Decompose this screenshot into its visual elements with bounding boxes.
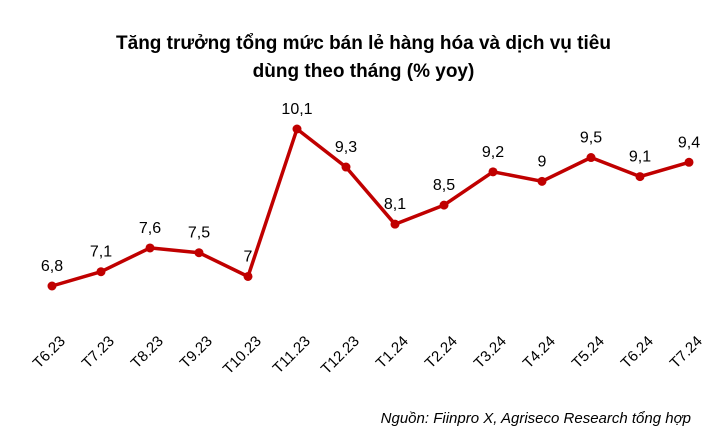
data-label-T4.24: 9 — [538, 153, 547, 170]
data-label-T3.24: 9,2 — [482, 144, 504, 161]
data-label-T10.23: 7 — [244, 248, 253, 265]
data-point-T7.23 — [96, 267, 106, 277]
data-point-T7.24 — [684, 157, 694, 167]
data-label-T8.23: 7,6 — [139, 220, 161, 237]
x-tick-label-T5.24: T5.24 — [569, 333, 608, 372]
x-tick-label-T10.23: T10.23 — [220, 333, 265, 378]
x-tick-label-T7.24: T7.24 — [667, 333, 706, 372]
data-label-T6.24: 9,1 — [629, 149, 651, 166]
source-note: Nguồn: Fiinpro X, Agriseco Research tổng… — [380, 410, 691, 427]
x-tick-label-T9.23: T9.23 — [177, 333, 216, 372]
data-point-T9.23 — [194, 248, 204, 258]
data-point-T6.23 — [47, 281, 57, 291]
chart-title-line-1: Tăng trưởng tổng mức bán lẻ hàng hóa và … — [116, 33, 611, 54]
data-point-T2.24 — [439, 200, 449, 210]
chart-title-line-2: dùng theo tháng (% yoy) — [252, 61, 475, 82]
data-point-T5.24 — [586, 153, 596, 163]
x-tick-label-T11.23: T11.23 — [270, 333, 314, 377]
data-point-T6.24 — [635, 172, 645, 182]
data-label-T2.24: 8,5 — [433, 177, 455, 194]
data-point-T10.23 — [243, 271, 253, 281]
data-label-T6.23: 6,8 — [41, 258, 63, 275]
x-tick-label-T6.24: T6.24 — [618, 333, 657, 372]
x-tick-label-T6.23: T6.23 — [30, 333, 69, 372]
series-line — [50, 127, 691, 288]
data-point-T12.23 — [341, 162, 351, 172]
data-point-T8.23 — [145, 243, 155, 253]
data-label-T11.23: 10,1 — [281, 101, 312, 118]
chart-title: Tăng trưởng tổng mức bán lẻ hàng hóa và … — [0, 30, 727, 86]
x-tick-label-T12.23: T12.23 — [318, 333, 363, 378]
x-tick-label-T2.24: T2.24 — [422, 333, 461, 372]
data-point-T1.24 — [390, 219, 400, 229]
data-label-T9.23: 7,5 — [188, 225, 210, 242]
x-tick-label-T1.24: T1.24 — [373, 333, 412, 372]
data-label-T7.24: 9,4 — [678, 134, 700, 151]
data-label-T12.23: 9,3 — [335, 139, 357, 156]
x-tick-label-T4.24: T4.24 — [520, 333, 559, 372]
data-label-T1.24: 8,1 — [384, 196, 406, 213]
x-tick-label-T3.24: T3.24 — [471, 333, 510, 372]
x-tick-label-T8.23: T8.23 — [128, 333, 167, 372]
data-label-T5.24: 9,5 — [580, 130, 602, 147]
data-label-T7.23: 7,1 — [90, 244, 112, 261]
data-point-T3.24 — [488, 167, 498, 177]
x-tick-label-T7.23: T7.23 — [79, 333, 118, 372]
data-point-T11.23 — [292, 124, 302, 134]
data-point-T4.24 — [537, 176, 547, 186]
